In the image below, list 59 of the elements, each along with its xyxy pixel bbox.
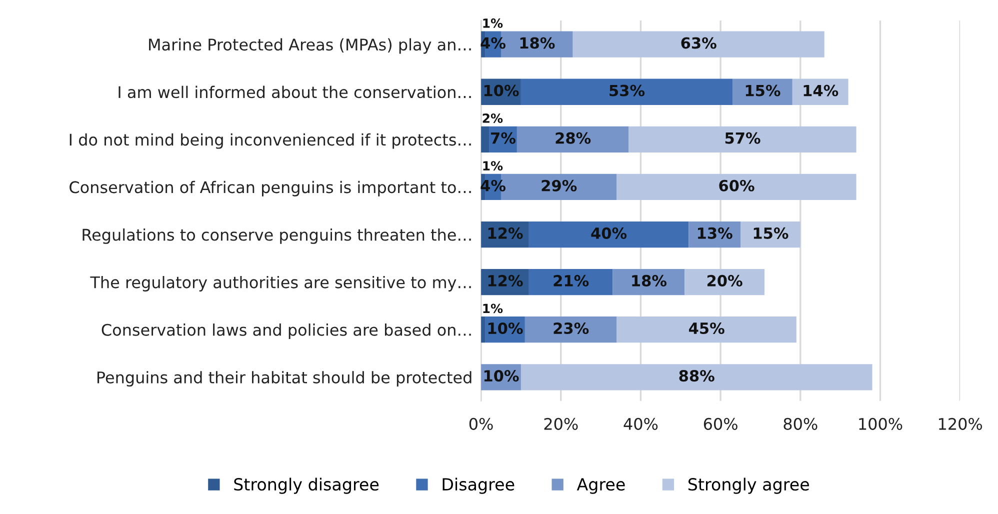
data-label: 15% — [746, 84, 780, 96]
data-label: 10% — [488, 322, 523, 334]
data-label: 12% — [488, 227, 523, 239]
data-label: 1% — [483, 304, 503, 314]
data-label: 88% — [679, 370, 714, 382]
y-tick-label: Marine Protected Areas (MPAs) play an… — [149, 38, 471, 54]
bar — [684, 268, 764, 296]
data-label: 28% — [556, 132, 591, 144]
data-label: 45% — [688, 322, 724, 334]
data-label: 10% — [484, 84, 519, 96]
legend-label: Strongly agree — [688, 478, 809, 494]
data-label: 63% — [681, 37, 716, 49]
legend-label: Strongly disagree — [234, 478, 379, 494]
bar — [628, 126, 856, 152]
bar — [520, 78, 733, 105]
bar — [528, 268, 613, 296]
data-label: 53% — [610, 84, 645, 96]
y-tick-label: I do not mind being inconvenienced if it protects… — [70, 133, 471, 149]
data-label: 57% — [725, 132, 760, 144]
data-label: 12% — [488, 274, 523, 286]
data-label: 18% — [520, 37, 555, 49]
y-tick-label: The regulatory authorities are sensitive to my… — [90, 276, 471, 292]
x-tick-label: 120% — [939, 418, 982, 430]
data-label: 1% — [483, 161, 503, 171]
data-label: 29% — [542, 180, 577, 192]
data-label: 7% — [491, 132, 516, 144]
x-tick-label: 40% — [624, 418, 658, 430]
bar — [481, 126, 490, 152]
data-label: 14% — [804, 84, 838, 96]
data-label: 60% — [719, 180, 754, 192]
bar — [616, 316, 796, 343]
data-label: 15% — [754, 227, 788, 239]
y-tick-label: Penguins and their habitat should be protected — [98, 371, 472, 387]
legend-label: Agree — [576, 478, 625, 494]
y-tick-label: Conservation of African penguins is important to… — [70, 180, 471, 196]
y-tick-label: Regulations to conserve penguins threaten the… — [82, 228, 471, 244]
bar — [520, 364, 872, 390]
bar — [616, 174, 856, 200]
x-tick-label: 60% — [704, 418, 738, 430]
y-tick-label: Conservation laws and policies are based on… — [102, 324, 471, 339]
legend-label: Disagree — [442, 478, 514, 494]
x-tick-label: 0% — [469, 418, 493, 430]
bar — [528, 221, 689, 248]
data-label: 23% — [554, 322, 589, 334]
bar — [516, 126, 629, 152]
data-label: 2% — [482, 114, 503, 123]
bar — [524, 316, 617, 343]
data-label: 18% — [632, 274, 666, 286]
x-tick-label: 80% — [784, 418, 818, 430]
y-tick-label: I am well informed about the conservation… — [118, 86, 471, 98]
data-label: 21% — [554, 274, 589, 286]
x-tick-label: 100% — [859, 418, 902, 430]
data-label: 40% — [591, 227, 627, 239]
x-tick-label: 20% — [544, 418, 578, 430]
data-label: 20% — [707, 274, 742, 286]
data-label: 10% — [484, 370, 519, 382]
bar — [572, 31, 824, 58]
data-label: 13% — [698, 227, 732, 239]
data-label: 1% — [483, 18, 503, 28]
